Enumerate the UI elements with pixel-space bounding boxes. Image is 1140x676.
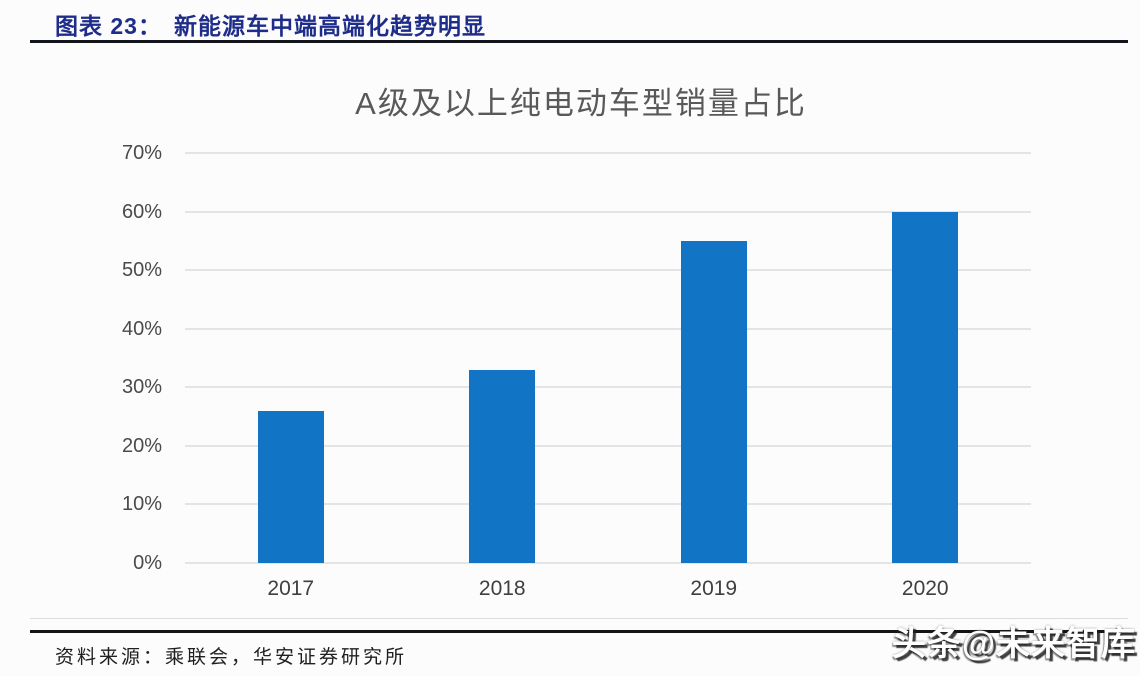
figure-header-title: 新能源车中端高端化趋势明显 [173,13,486,39]
x-axis: 2017 2018 2019 2020 [185,577,1031,607]
y-tick-label: 20% [121,434,162,457]
x-tick-label: 2019 [690,577,738,600]
y-tick-label: 10% [121,493,162,516]
y-tick-label: 50% [121,259,162,282]
watermark: 头条@未来智库 [891,625,1136,663]
source-text: 乘联会，华安证券研究所 [165,647,408,668]
source-label: 资料来源： [55,647,166,668]
y-tick-label: 40% [121,317,162,340]
gridline [185,503,1031,505]
header-divider [30,40,1128,43]
gridline [185,269,1031,271]
bar-2018 [469,369,536,563]
figure-number-label: 图表 23： [55,13,162,39]
y-tick-label: 30% [121,376,162,399]
bar-2019 [680,240,747,563]
y-tick-label: 70% [121,142,162,164]
y-axis: 0% 10% 20% 30% 40% 50% 60% 70% [90,143,162,573]
gridline [185,152,1031,154]
y-tick-label: 60% [121,200,162,223]
footer-divider [30,630,1128,633]
bar-2020 [892,211,959,563]
chart-title: A级及以上纯电动车型销量占比 [355,86,807,121]
plot-area [185,152,1031,564]
x-tick-label: 2017 [267,577,315,600]
gridline [185,445,1031,447]
x-tick-label: 2020 [901,577,949,600]
gridline [185,562,1031,564]
bar-2017 [257,410,324,563]
x-tick-label: 2018 [478,577,526,600]
gridline [185,211,1031,213]
gridline [185,386,1031,388]
gridline [185,328,1031,330]
source-note: 资料来源：乘联会，华安证券研究所 [55,642,407,669]
y-tick-label: 0% [133,552,162,574]
chart-bottom-border [30,618,1128,619]
figure-header: 图表 23： 新能源车中端高端化趋势明显 [55,7,486,41]
